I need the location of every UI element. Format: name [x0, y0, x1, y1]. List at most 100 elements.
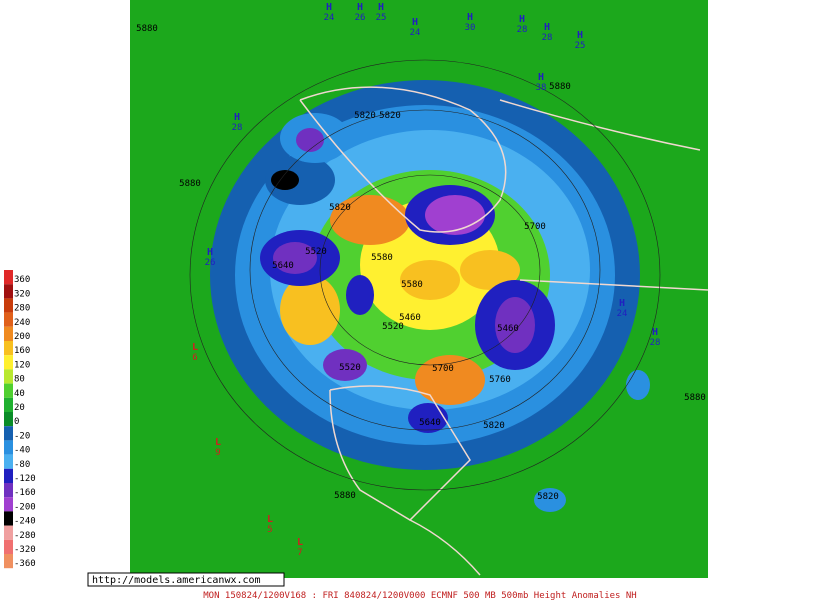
colorbar-swatch	[4, 483, 13, 498]
colorbar-label: 280	[14, 304, 30, 314]
colorbar-label: -120	[14, 474, 36, 484]
pressure-center-value: 28	[232, 123, 243, 133]
contour-label: 5820	[483, 421, 505, 431]
pressure-center-value: 7	[297, 548, 302, 558]
pressure-center-value: 25	[575, 41, 586, 51]
pressure-center-letter: L	[267, 514, 273, 525]
colorbar-swatch	[4, 440, 13, 455]
contour-label: 5520	[305, 247, 327, 257]
colorbar-swatch	[4, 397, 13, 412]
source-url: http://models.americanwx.com	[92, 575, 261, 586]
contour-label: 5460	[399, 313, 421, 323]
colorbar-label: 80	[14, 375, 25, 385]
pressure-center-value: 28	[517, 25, 528, 35]
pressure-center-letter: L	[215, 437, 221, 448]
footer: MON 150824/1200V168 : FRI 840824/1200V00…	[203, 591, 636, 600]
contour-label: 5820	[537, 492, 559, 502]
contour-label: 5880	[684, 393, 706, 403]
colorbar-swatch	[4, 341, 13, 356]
contour-label: 5820	[329, 203, 351, 213]
colorbar-swatch	[4, 298, 13, 313]
colorbar-label: 360	[14, 275, 30, 285]
colorbar-swatch	[4, 511, 13, 526]
pressure-center-value: 28	[650, 338, 661, 348]
colorbar-label: -20	[14, 431, 30, 441]
pressure-center-value: 30	[465, 23, 476, 33]
contour-label: 5580	[401, 280, 423, 290]
pressure-center-value: 5	[267, 525, 272, 535]
pressure-center-letter: L	[192, 342, 198, 353]
colorbar-label: 200	[14, 332, 30, 342]
colorbar-label: -280	[14, 531, 36, 541]
pressure-center-letter: H	[412, 17, 418, 28]
colorbar-label: -360	[14, 559, 36, 569]
contour-label: 5820	[379, 111, 401, 121]
colorbar-swatch	[4, 270, 13, 285]
pressure-center-value: 25	[376, 13, 387, 23]
pressure-center-letter: L	[297, 537, 303, 548]
pressure-center-letter: H	[234, 112, 240, 123]
pressure-center-value: 24	[617, 309, 628, 319]
contour-label: 5520	[339, 363, 361, 373]
colorbar-swatch	[4, 284, 13, 299]
pressure-center-value: 24	[324, 13, 335, 23]
pressure-center-value: 6	[192, 353, 197, 363]
pressure-center-value: 28	[542, 33, 553, 43]
contour-label: 5640	[419, 418, 441, 428]
pressure-center-letter: H	[544, 22, 550, 33]
colorbar-label: -200	[14, 502, 36, 512]
contour-label: 5880	[179, 179, 201, 189]
contour-label: 5880	[334, 491, 356, 501]
pressure-center-letter: H	[619, 298, 625, 309]
contour-label: 5520	[382, 322, 404, 332]
pressure-center-letter: H	[538, 72, 544, 83]
contour-label: 5580	[371, 253, 393, 263]
pressure-center-letter: H	[519, 14, 525, 25]
contour-label: 5700	[524, 222, 546, 232]
url-box	[87, 572, 285, 587]
colorbar-label: -320	[14, 545, 36, 555]
contour-label: 5880	[549, 82, 571, 92]
colorbar-swatch	[4, 454, 13, 469]
colorbar-label: 120	[14, 360, 30, 370]
colorbar-swatch	[4, 468, 13, 483]
colorbar-swatch	[4, 383, 13, 398]
contour-label: 5760	[489, 375, 511, 385]
colorbar-swatch	[4, 355, 13, 370]
pressure-center-letter: H	[652, 327, 658, 338]
colorbar-label: 320	[14, 289, 30, 299]
pressure-center-value: 26	[355, 13, 366, 23]
colorbar-label: 20	[14, 403, 25, 413]
colorbar-swatch	[4, 497, 13, 512]
colorbar-label: 240	[14, 318, 30, 328]
colorbar-swatch	[4, 426, 13, 441]
colorbar-label: -40	[14, 446, 30, 456]
colorbar-label: -240	[14, 517, 36, 527]
pressure-center-letter: H	[326, 2, 332, 13]
pressure-center-letter: H	[577, 30, 583, 41]
pressure-center-value: 26	[205, 258, 216, 268]
contour-label: 5460	[497, 324, 519, 334]
pressure-center-value: 24	[410, 28, 421, 38]
contour-label: 5700	[432, 364, 454, 374]
colorbar-label: 40	[14, 389, 25, 399]
pressure-center-letter: H	[378, 2, 384, 13]
contour-label: 5640	[272, 261, 294, 271]
colorbar-swatch	[4, 369, 13, 384]
contour-label: 5820	[354, 111, 376, 121]
pressure-center-value: 9	[215, 448, 220, 458]
colorbar-swatch	[4, 539, 13, 554]
colorbar-swatch	[4, 525, 13, 540]
anomaly-shading	[210, 80, 650, 512]
colorbar-label: -80	[14, 460, 30, 470]
colorbar-swatch	[4, 554, 13, 569]
colorbar-swatch	[4, 412, 13, 427]
contour-label: 5880	[136, 24, 158, 34]
height-contours	[189, 59, 661, 491]
colorbar-label: 0	[14, 417, 19, 427]
colorbar-label: -160	[14, 488, 36, 498]
colorbar-swatch	[4, 326, 13, 341]
colorbar: 3603202802402001601208040200-20-40-80-12…	[4, 270, 36, 569]
pressure-center-letter: H	[467, 12, 473, 23]
colorbar-label: 160	[14, 346, 30, 356]
